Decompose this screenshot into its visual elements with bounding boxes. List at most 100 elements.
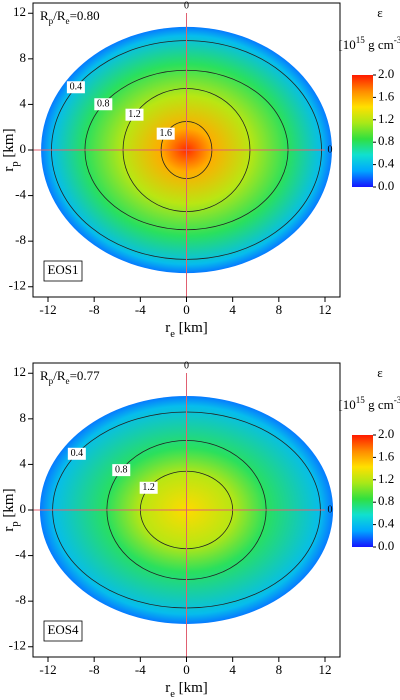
x-tick-label: -4 <box>135 302 146 317</box>
y-axis-label: rp [km] <box>1 128 20 171</box>
x-axis-label-part: r <box>165 320 170 336</box>
ratio-annotation-part: R <box>40 368 49 383</box>
y-axis-label-part: p <box>10 161 21 166</box>
y-axis-label-part: r <box>1 527 17 532</box>
model-box <box>43 260 83 282</box>
colorbar-units-part: g cm <box>365 37 394 52</box>
colorbar-units-part: [10 <box>338 397 355 412</box>
contour-label-bg <box>112 464 131 477</box>
colorbar-tick-label: 1.6 <box>378 88 395 103</box>
colorbar-units-part: -3 <box>394 395 400 405</box>
contour-label: 1.6 <box>159 128 172 139</box>
y-tick-label: 12 <box>13 364 26 379</box>
contour-label: 1.2 <box>128 109 141 120</box>
x-axis-label-part: e <box>170 689 175 700</box>
y-axis-label-part: [km] <box>1 128 17 161</box>
colorbar-units-part: g cm <box>365 397 394 412</box>
ratio-annotation-part: e <box>66 16 70 26</box>
y-tick-label: 0 <box>20 141 27 156</box>
x-axis-label: re [km] <box>165 680 208 699</box>
y-axis-label-part: [km] <box>1 488 17 521</box>
x-axis-label-part: [km] <box>175 680 208 696</box>
colorbar-tick-label: 2.0 <box>378 66 394 81</box>
ratio-annotation-part: /R <box>53 8 66 23</box>
ratio-annotation-part: =0.80 <box>70 8 100 23</box>
zero-hline-label: 0 <box>328 144 333 155</box>
contour-label: 0.8 <box>115 464 128 475</box>
y-tick-label: 0 <box>20 501 27 516</box>
contour-label: 1.2 <box>142 482 155 493</box>
colorbar <box>352 435 373 547</box>
ratio-annotation: Rp/Re=0.80 <box>40 8 100 26</box>
colorbar-units-part: [10 <box>338 37 355 52</box>
zero-vline-label: 0 <box>184 360 189 371</box>
colorbar-units: [1015 g cm-3] <box>338 35 400 52</box>
x-tick-label: 0 <box>183 302 190 317</box>
x-tick-label: 8 <box>276 662 283 677</box>
y-tick-label: 4 <box>20 95 27 110</box>
panel: 000.40.81.21.6-12 -8 -4 0 4 8 12-12-8-404812re… <box>1 0 400 340</box>
model-label: EOS4 <box>47 622 79 637</box>
model-box <box>43 620 83 642</box>
contour-label-bg <box>139 481 158 494</box>
ratio-annotation-part: p <box>49 16 54 26</box>
contour-label-bg <box>67 447 86 460</box>
colorbar-tick-label: 2.0 <box>378 426 394 441</box>
y-tick-label: 8 <box>20 50 27 65</box>
y-axis-label: rp [km] <box>1 488 20 531</box>
y-axis-label-part: p <box>10 521 21 526</box>
colorbar-units: [1015 g cm-3] <box>338 395 400 412</box>
ratio-annotation-part: =0.77 <box>70 368 101 383</box>
x-axis-label-part: r <box>165 680 170 696</box>
colorbar-units-part: 15 <box>356 395 366 405</box>
ratio-annotation-part: e <box>66 376 70 386</box>
colorbar-units-part: 15 <box>356 35 366 45</box>
y-tick-label: -8 <box>15 592 26 607</box>
y-tick-label: -12 <box>9 278 26 293</box>
x-tick-label: 8 <box>276 302 283 317</box>
x-tick-label: -8 <box>89 302 100 317</box>
x-tick-label: -8 <box>89 662 100 677</box>
x-tick-label: 0 <box>183 662 190 677</box>
x-tick-label: 12 <box>318 302 331 317</box>
zero-vline-label: 0 <box>184 0 189 11</box>
y-tick-label: -8 <box>15 232 26 247</box>
contour-label: 0.8 <box>97 99 110 110</box>
colorbar-tick-label: 1.6 <box>378 448 395 463</box>
contour-label: 0.4 <box>70 82 83 93</box>
contour-label-bg <box>156 127 175 140</box>
y-tick-label: -4 <box>15 547 26 562</box>
colorbar-units-part: -3 <box>394 35 400 45</box>
contour-label: 0.4 <box>71 448 84 459</box>
x-tick-label: -12 <box>39 662 56 677</box>
x-tick-label: -4 <box>135 662 146 677</box>
contour-label-bg <box>66 81 85 94</box>
y-tick-label: -12 <box>9 638 26 653</box>
colorbar-tick-label: 1.2 <box>378 471 394 486</box>
zero-hline-label: 0 <box>328 504 333 515</box>
y-tick-label: 8 <box>20 410 27 425</box>
x-axis-label: re [km] <box>165 320 208 339</box>
y-axis-label-part: r <box>1 167 17 172</box>
x-tick-label: 4 <box>229 662 236 677</box>
contour-label-bg <box>125 108 144 121</box>
ratio-annotation-part: p <box>49 376 54 386</box>
y-tick-label: -4 <box>15 187 26 202</box>
colorbar-tick-label: 0.8 <box>378 493 394 508</box>
x-tick-label: -12 <box>39 302 56 317</box>
ratio-annotation: Rp/Re=0.77 <box>40 368 100 386</box>
x-axis-label-part: [km] <box>175 320 208 336</box>
x-tick-label: 4 <box>229 302 236 317</box>
ratio-annotation-part: R <box>40 8 49 23</box>
x-axis-label-part: e <box>170 329 175 340</box>
colorbar-title: ε <box>377 5 383 20</box>
colorbar-tick-label: 0.4 <box>378 156 395 171</box>
colorbar-tick-label: 0.0 <box>378 178 394 193</box>
y-tick-label: 4 <box>20 455 27 470</box>
x-tick-label: 12 <box>318 662 331 677</box>
colorbar-tick-label: 1.2 <box>378 111 394 126</box>
model-label: EOS1 <box>47 262 78 277</box>
colorbar-tick-label: 0.8 <box>378 133 394 148</box>
ratio-annotation-part: /R <box>53 368 66 383</box>
